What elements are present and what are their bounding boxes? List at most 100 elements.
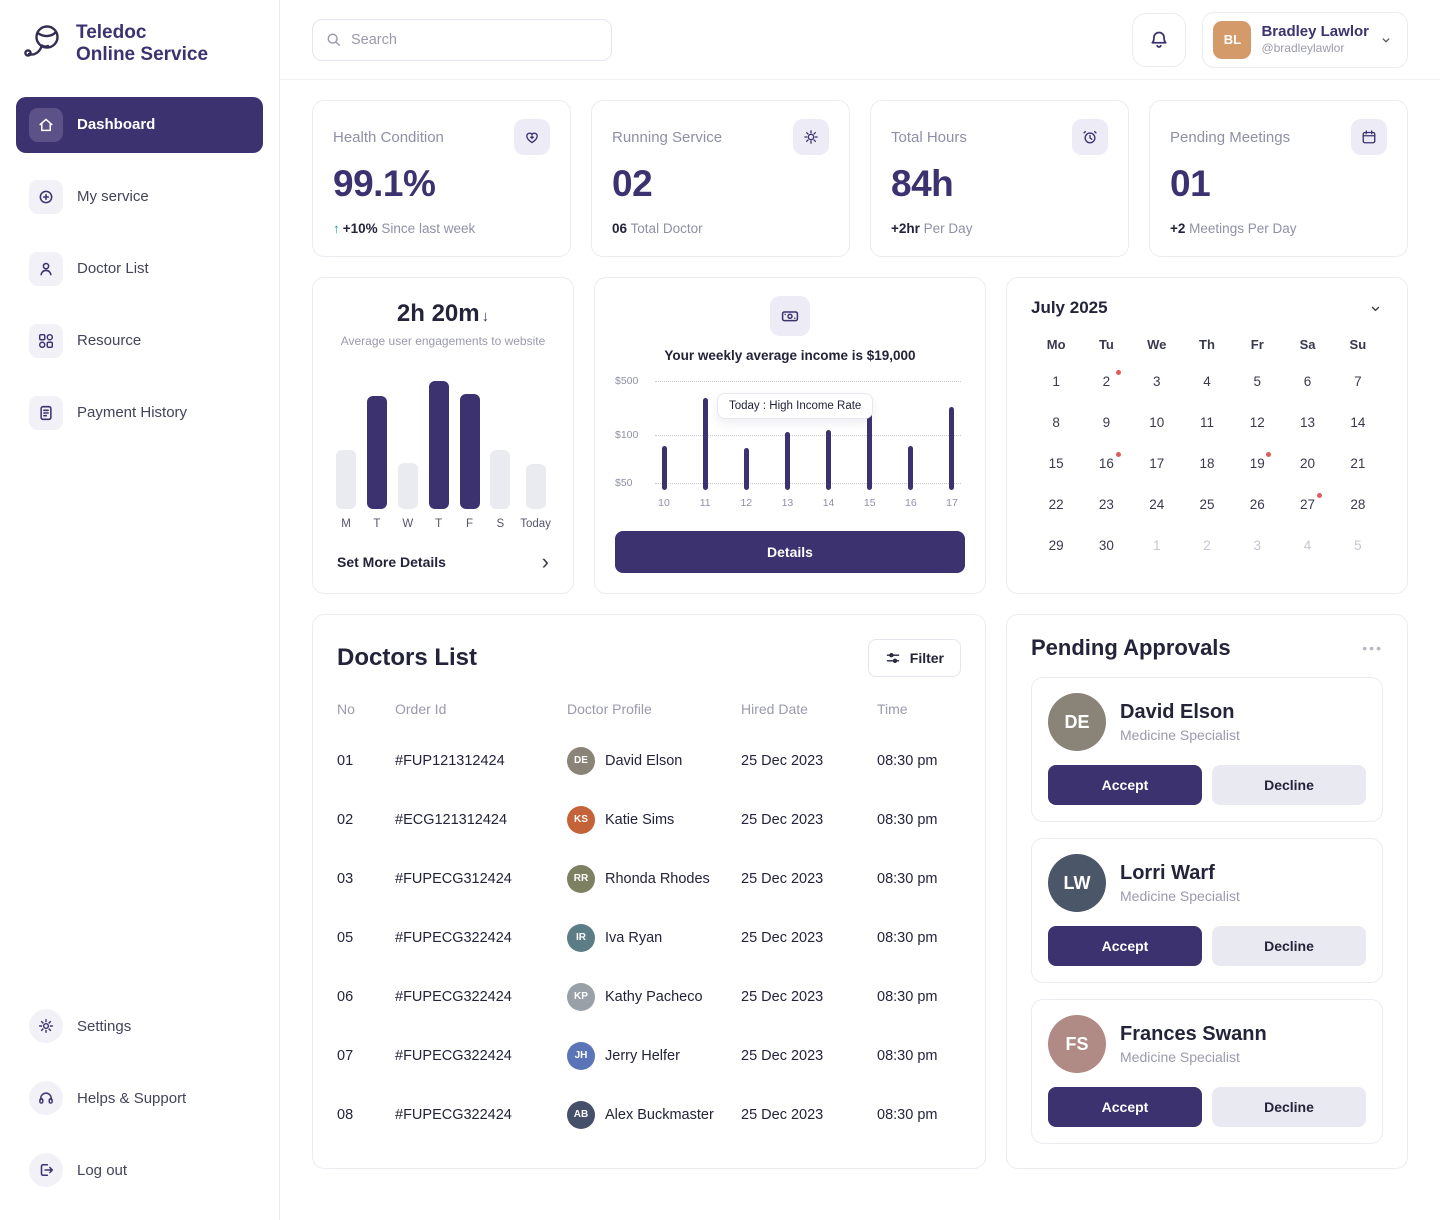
stat-footnote: +2 Meetings Per Day [1170,221,1297,236]
income-card: Your weekly average income is $19,000 $5… [594,277,986,594]
income-bar-group: 13 [778,379,796,509]
calendar-day[interactable]: 5 [1333,525,1383,566]
table-row[interactable]: 08 #FUPECG322424 AB Alex Buckmaster 25 Dec 2… [337,1085,961,1144]
sidebar-item-label: Payment History [77,404,188,422]
calendar-day[interactable]: 8 [1031,402,1081,443]
calendar-day[interactable]: 19 [1232,443,1282,484]
decline-button[interactable]: Decline [1212,1087,1366,1127]
calendar-day[interactable]: 5 [1232,361,1282,402]
more-options-icon[interactable]: ••• [1362,640,1383,656]
globe-stethoscope-icon [22,22,66,66]
calendar-day[interactable]: 24 [1132,484,1182,525]
table-row[interactable]: 01 #FUP121312424 DE David Elson 25 Dec 2023 0… [337,731,961,790]
decline-button[interactable]: Decline [1212,765,1366,805]
calendar-day-number: 9 [1102,415,1111,430]
calendar-month-selector[interactable]: July 2025 [1031,298,1383,318]
calendar-day[interactable]: 14 [1333,402,1383,443]
calendar-day[interactable]: 2 [1182,525,1232,566]
chevron-down-icon [1379,33,1393,47]
table-row[interactable]: 05 #FUPECG322424 IR Iva Ryan 25 Dec 2023 08:3… [337,908,961,967]
sidebar-item-logout[interactable]: Log out [16,1142,263,1198]
calendar-day[interactable]: 11 [1182,402,1232,443]
calendar-day[interactable]: 2 [1081,361,1131,402]
sidebar-item-label: Resource [77,332,142,350]
calendar-day[interactable]: 15 [1031,443,1081,484]
user-handle: @bradleylawlor [1261,41,1345,56]
set-more-details-link[interactable]: Set More Details › [337,549,549,574]
calendar-day[interactable]: 30 [1081,525,1131,566]
sidebar-item-dashboard[interactable]: Dashboard [16,96,263,153]
calendar-day[interactable]: 17 [1132,443,1182,484]
sidebar-item-label: Settings [77,1017,132,1035]
calendar-day[interactable]: 13 [1282,402,1332,443]
calendar-day-number: 2 [1102,374,1111,389]
calendar-day[interactable]: 9 [1081,402,1131,443]
calendar-day[interactable]: 3 [1232,525,1282,566]
calendar-day[interactable]: 7 [1333,361,1383,402]
sidebar-item-settings[interactable]: Settings [16,998,263,1054]
approval-card: LW Lorri Warf Medicine Specialist Accept Dec… [1031,838,1383,983]
gridline [655,381,961,382]
calendar-day[interactable]: 25 [1182,484,1232,525]
decline-button[interactable]: Decline [1212,926,1366,966]
engagement-bar-label: T [435,518,443,530]
bottom-row: Doctors List Filter No Order Id Doctor Pro… [312,614,1408,1169]
income-x-label: 10 [658,497,670,509]
accept-button[interactable]: Accept [1048,765,1202,805]
sidebar-item-doctor-list[interactable]: Doctor List [16,241,263,297]
calendar-day[interactable]: 1 [1031,361,1081,402]
approval-card: DE David Elson Medicine Specialist Accept De… [1031,677,1383,822]
income-x-label: 13 [781,497,794,509]
calendar-day[interactable]: 16 [1081,443,1131,484]
calendar-day[interactable]: 18 [1182,443,1232,484]
calendar-day[interactable]: 26 [1232,484,1282,525]
sidebar-item-helps-support[interactable]: Helps & Support [16,1070,263,1126]
table-row[interactable]: 02 #ECG121312424 KS Katie Sims 25 Dec 2023 08… [337,790,961,849]
headset-icon [29,1081,63,1115]
table-row[interactable]: 06 #FUPECG322424 KP Kathy Pacheco 25 Dec 202… [337,967,961,1026]
calendar-day[interactable]: 27 [1282,484,1332,525]
calendar-day-number: 24 [1149,497,1165,512]
table-row[interactable]: 03 #FUPECG312424 RR Rhonda Rhodes 25 Dec 202… [337,849,961,908]
filter-button[interactable]: Filter [867,639,961,677]
doctor-time: 08:30 pm [877,929,938,946]
calendar-day[interactable]: 1 [1132,525,1182,566]
calendar-day-number: 15 [1048,456,1064,471]
calendar-day[interactable]: 6 [1282,361,1332,402]
calendar-day[interactable]: 4 [1182,361,1232,402]
topbar: BL Bradley Lawlor @bradleylawlor [280,0,1440,80]
calendar-event-dot [1115,370,1121,375]
sidebar-item-resource[interactable]: Resource [16,313,263,369]
calendar-day[interactable]: 28 [1333,484,1383,525]
calendar-day[interactable]: 3 [1132,361,1182,402]
calendar-day[interactable]: 22 [1031,484,1081,525]
calendar-day[interactable]: 29 [1031,525,1081,566]
calendar-day[interactable]: 10 [1132,402,1182,443]
income-bar-chart: $500 $100 $50 10 11 12 13 14 15 16 17 Today : H… [615,375,965,519]
doctor-hired-date: 25 Dec 2023 [741,752,824,769]
doctor-avatar: KP [567,982,595,1011]
user-menu[interactable]: BL Bradley Lawlor @bradleylawlor [1202,11,1408,68]
notifications-button[interactable] [1132,12,1187,67]
calendar-day-number: 26 [1249,497,1265,512]
accept-button[interactable]: Accept [1048,926,1202,966]
calendar-day-number: 1 [1052,374,1060,389]
calendar-day[interactable]: 12 [1232,402,1282,443]
search-input[interactable] [351,31,599,48]
sidebar-item-my-service[interactable]: My service [16,169,263,225]
stat-value: 99.1% [333,163,436,204]
engagement-bar-group: Today [520,464,551,530]
calendar-day[interactable]: 4 [1282,525,1332,566]
calendar-day[interactable]: 21 [1333,443,1383,484]
calendar-day[interactable]: 23 [1081,484,1131,525]
search-box [312,18,612,61]
chevron-right-icon: › [541,549,549,574]
calendar-day[interactable]: 20 [1282,443,1332,484]
table-row[interactable]: 07 #FUPECG322424 JH Jerry Helfer 25 Dec 2023… [337,1026,961,1085]
calendar-weekday: Th [1199,337,1215,352]
doctor-hired-date: 25 Dec 2023 [741,1106,824,1123]
sidebar-item-payment-history[interactable]: Payment History [16,385,263,441]
details-button[interactable]: Details [615,531,965,573]
calendar-event-dot [1115,452,1121,457]
accept-button[interactable]: Accept [1048,1087,1202,1127]
